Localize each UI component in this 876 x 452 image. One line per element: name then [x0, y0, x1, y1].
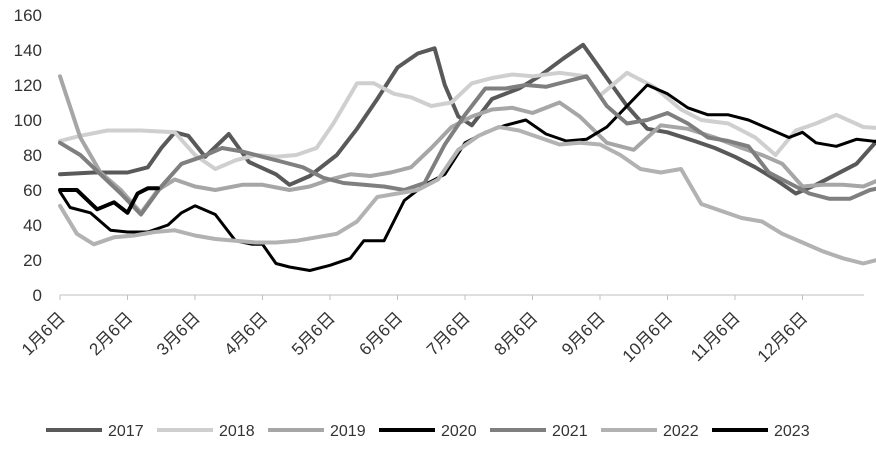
x-axis-ticks: 1月6日 2月6日 3月6日 4月6日 5月6日 6月6日 7月6日 8月6日 9月6日 10月6…: [18, 295, 811, 366]
x-tick-label: 6月6日: [355, 308, 406, 359]
x-tick-label: 12月6日: [754, 308, 812, 366]
series-line-2021: [58, 74, 876, 217]
y-tick-label: 0: [33, 286, 42, 305]
y-tick-label: 20: [23, 251, 42, 270]
legend-label-2022: 2022: [663, 423, 699, 440]
x-tick-label: 2月6日: [85, 308, 136, 359]
y-axis-ticks: 0 20 40 60 80 100 120 140 160: [14, 6, 42, 305]
series-line-2023: [58, 186, 160, 215]
y-tick-label: 40: [23, 216, 42, 235]
y-tick-label: 160: [14, 6, 42, 25]
legend-label-2023: 2023: [774, 423, 810, 440]
y-tick-label: 120: [14, 76, 42, 95]
legend: 2017 2018 2019 2020 2021 2022 2023: [46, 423, 810, 440]
y-tick-label: 60: [23, 181, 42, 200]
y-tick-label: 80: [23, 146, 42, 165]
legend-label-2021: 2021: [552, 423, 588, 440]
x-tick-label: 5月6日: [288, 308, 339, 359]
x-tick-label: 9月6日: [558, 308, 609, 359]
x-tick-label: 3月6日: [153, 308, 204, 359]
plot-area: [58, 42, 876, 272]
legend-label-2019: 2019: [330, 423, 366, 440]
x-tick-label: 10月6日: [619, 308, 677, 366]
legend-label-2020: 2020: [441, 423, 477, 440]
x-tick-label: 11月6日: [687, 308, 744, 365]
series-line-2020: [58, 83, 876, 272]
series-line-2022: [58, 125, 876, 266]
x-tick-label: 7月6日: [423, 308, 474, 359]
legend-label-2018: 2018: [219, 423, 255, 440]
y-tick-label: 100: [14, 111, 42, 130]
x-tick-label: 8月6日: [490, 308, 541, 359]
y-tick-label: 140: [14, 41, 42, 60]
series-line-2018: [58, 70, 876, 171]
legend-label-2017: 2017: [108, 423, 144, 440]
x-tick-label: 4月6日: [220, 308, 271, 359]
x-tick-label: 1月6日: [18, 308, 69, 359]
